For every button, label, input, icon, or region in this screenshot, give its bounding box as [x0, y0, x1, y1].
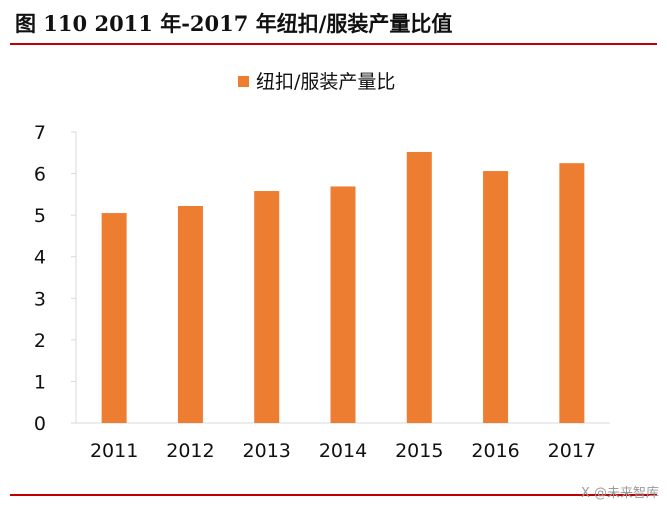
x-tick-label: 2012 [166, 440, 214, 462]
watermark: X @未来智库 [580, 486, 659, 501]
x-tick-label: 2014 [319, 440, 367, 462]
x-axis: 2011 2012 2013 2014 2015 2016 2017 [76, 422, 610, 462]
legend-label: 纽扣/服装产量比 [256, 71, 395, 93]
x-tick-label: 2016 [471, 440, 519, 462]
x-tick-label: 2017 [548, 440, 596, 462]
bar-2011 [101, 213, 127, 423]
x-tick-label: 2011 [90, 440, 138, 462]
legend: 纽扣/服装产量比 [238, 71, 395, 93]
y-tick-label: 2 [34, 330, 46, 352]
y-tick-label: 4 [34, 247, 46, 269]
y-tick-label: 5 [34, 205, 46, 227]
y-tick-label: 6 [34, 164, 46, 186]
bar-2013 [254, 191, 280, 423]
figure-title: 图 110 2011 年-2017 年纽扣/服装产量比值 [15, 11, 453, 36]
y-tick-label: 7 [34, 122, 46, 144]
top-divider [10, 43, 657, 45]
bars [101, 151, 585, 423]
legend-swatch [238, 76, 249, 87]
y-tick-label: 0 [34, 413, 46, 435]
bottom-divider [10, 494, 657, 496]
bar-2016 [483, 171, 509, 423]
y-tick-label: 3 [34, 288, 46, 310]
y-axis: 0 1 2 3 4 5 6 7 [34, 122, 77, 435]
bar-2017 [559, 163, 585, 423]
bar-2012 [177, 205, 203, 423]
bar-2014 [330, 186, 356, 423]
bar-2015 [406, 151, 432, 423]
x-tick-label: 2015 [395, 440, 443, 462]
y-tick-label: 1 [34, 371, 46, 393]
x-tick-label: 2013 [243, 440, 291, 462]
